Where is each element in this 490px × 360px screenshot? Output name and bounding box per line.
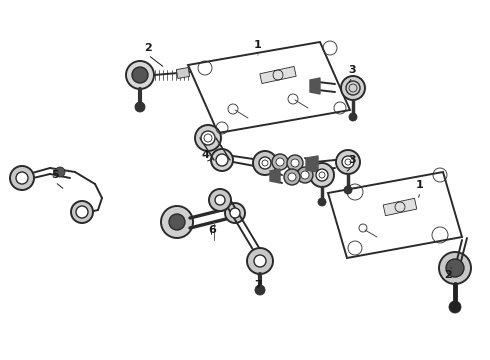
Circle shape [310, 163, 334, 187]
Circle shape [216, 154, 228, 166]
Circle shape [316, 169, 328, 181]
Circle shape [291, 159, 299, 167]
Circle shape [259, 157, 271, 169]
Circle shape [272, 154, 288, 170]
Circle shape [247, 248, 273, 274]
Circle shape [211, 149, 233, 171]
Polygon shape [310, 78, 320, 94]
Text: 6: 6 [208, 225, 216, 235]
Text: 7: 7 [254, 280, 262, 290]
Circle shape [341, 76, 365, 100]
Polygon shape [306, 156, 318, 172]
Text: 5: 5 [51, 170, 59, 180]
Text: 1: 1 [416, 180, 424, 190]
Circle shape [253, 151, 277, 175]
Polygon shape [328, 172, 462, 258]
Circle shape [349, 113, 357, 121]
Circle shape [297, 167, 313, 183]
Circle shape [318, 198, 326, 206]
Circle shape [446, 259, 464, 277]
Circle shape [209, 189, 231, 211]
Polygon shape [260, 67, 296, 84]
Circle shape [288, 173, 296, 181]
Text: 2: 2 [444, 270, 452, 280]
Circle shape [126, 61, 154, 89]
Circle shape [449, 301, 461, 313]
Polygon shape [188, 42, 350, 133]
Circle shape [225, 203, 245, 223]
Circle shape [76, 206, 88, 218]
Circle shape [135, 102, 145, 112]
Circle shape [16, 172, 28, 184]
Circle shape [55, 167, 65, 177]
Circle shape [161, 206, 193, 238]
Text: 2: 2 [144, 43, 152, 53]
Polygon shape [270, 169, 280, 183]
Circle shape [169, 214, 185, 230]
Circle shape [254, 255, 266, 267]
Text: 4: 4 [201, 150, 209, 160]
Text: 1: 1 [254, 40, 262, 50]
Polygon shape [383, 198, 417, 216]
Circle shape [71, 201, 93, 223]
Circle shape [195, 125, 221, 151]
Circle shape [230, 208, 240, 218]
Circle shape [276, 158, 284, 166]
Circle shape [284, 169, 300, 185]
Polygon shape [176, 68, 190, 78]
Polygon shape [200, 138, 230, 160]
Circle shape [301, 171, 309, 179]
Circle shape [344, 186, 352, 194]
Circle shape [439, 252, 471, 284]
Circle shape [287, 155, 303, 171]
Text: 3: 3 [348, 155, 356, 165]
Circle shape [255, 285, 265, 295]
Circle shape [342, 156, 354, 168]
Circle shape [132, 67, 148, 83]
Circle shape [336, 150, 360, 174]
Circle shape [10, 166, 34, 190]
Text: 3: 3 [348, 65, 356, 75]
Circle shape [215, 195, 225, 205]
Circle shape [201, 131, 215, 145]
